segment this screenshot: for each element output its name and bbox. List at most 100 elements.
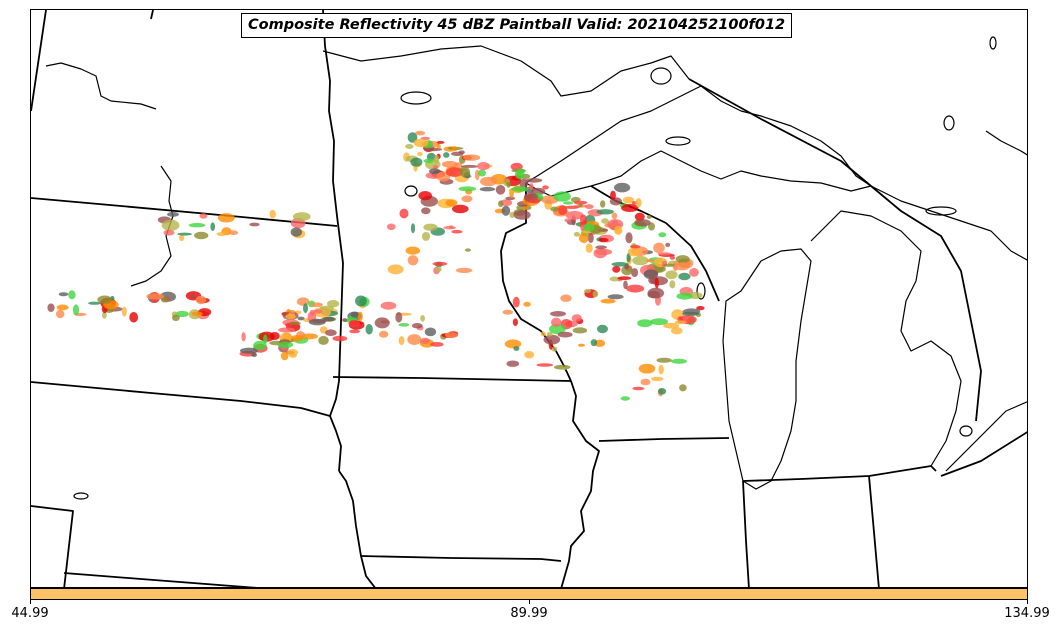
paintball-blob bbox=[452, 204, 469, 214]
paintball-blob bbox=[380, 301, 397, 310]
paintball-blob bbox=[557, 331, 573, 338]
paintball-blob bbox=[679, 384, 687, 392]
paintball-blob bbox=[179, 234, 185, 242]
paintball-blob bbox=[495, 185, 506, 195]
paintball-blob bbox=[121, 306, 127, 317]
paintball-blob bbox=[407, 132, 418, 143]
paintball-blob bbox=[365, 324, 373, 335]
paintball-blob bbox=[611, 212, 618, 220]
paintball-blob bbox=[480, 176, 497, 187]
paintball-blob bbox=[640, 378, 651, 386]
ia-west-border bbox=[338, 470, 376, 587]
paintball-blob bbox=[58, 292, 69, 297]
colorbar-tick-right bbox=[1027, 600, 1028, 604]
paintball-blob bbox=[509, 211, 515, 218]
lower-michigan-shore bbox=[810, 210, 962, 467]
paintball-blob bbox=[97, 295, 113, 304]
mn-canada-border bbox=[322, 45, 690, 97]
paintball-blob bbox=[405, 144, 414, 149]
paintball-blob bbox=[434, 155, 440, 164]
paintball-blob bbox=[477, 162, 490, 171]
paintball-blob bbox=[458, 150, 465, 154]
paintball-blob bbox=[540, 331, 546, 337]
paintball-blob bbox=[308, 318, 326, 326]
paintball-blob bbox=[543, 334, 561, 345]
paintball-blob bbox=[410, 157, 423, 167]
paintball-blob bbox=[519, 178, 529, 188]
paintball-blob bbox=[194, 231, 209, 240]
paintball-blob bbox=[455, 267, 473, 273]
paintball-blob bbox=[374, 317, 390, 329]
paintball-blob bbox=[432, 165, 439, 169]
paintball-blob bbox=[172, 314, 180, 321]
paintball-blob bbox=[512, 296, 520, 308]
paintball-blob bbox=[277, 341, 294, 348]
paintball-blob bbox=[676, 292, 693, 300]
paintball-blob bbox=[175, 310, 189, 318]
paintball-blob bbox=[399, 208, 409, 219]
paintball-blob bbox=[529, 183, 534, 190]
paintball-blob bbox=[451, 229, 463, 234]
paintball-blob bbox=[513, 210, 531, 220]
georgian-bay bbox=[985, 130, 1027, 156]
lake-michigan-shore bbox=[722, 248, 812, 490]
paintball-blob bbox=[241, 332, 246, 342]
paintball-blob bbox=[610, 190, 616, 200]
paintball-blob bbox=[612, 265, 621, 273]
paintball-blob bbox=[464, 248, 471, 252]
paintball-blob bbox=[288, 321, 301, 325]
state-boundaries bbox=[31, 10, 1027, 587]
paintball-blob bbox=[293, 212, 311, 222]
paintball-blob bbox=[584, 204, 594, 210]
paintball-blob bbox=[510, 162, 523, 171]
paintball-blob bbox=[278, 327, 296, 333]
colorbar-tick-label-mid: 89.99 bbox=[510, 606, 548, 621]
paintball-blob bbox=[607, 294, 624, 300]
paintball-blob bbox=[646, 215, 652, 219]
paintball-blob bbox=[161, 219, 180, 231]
paintball-blob bbox=[297, 316, 305, 321]
paintball-blob bbox=[322, 316, 335, 322]
paintball-blob bbox=[436, 140, 445, 144]
isle-royale bbox=[665, 136, 691, 146]
paintball-blob bbox=[443, 226, 456, 230]
paintball-blob bbox=[577, 343, 585, 347]
map-panel bbox=[30, 9, 1028, 588]
paintball-blob bbox=[513, 346, 520, 351]
missouri-river-sd bbox=[130, 165, 174, 287]
paintball-blob bbox=[673, 262, 691, 271]
paintball-blob bbox=[410, 223, 416, 234]
lake-superior-shore bbox=[525, 85, 872, 197]
paintball-blob bbox=[596, 209, 614, 215]
paintball-blob bbox=[597, 324, 608, 334]
paintball-blob bbox=[658, 364, 664, 375]
paintball-blob bbox=[407, 334, 422, 345]
paintball-blob bbox=[629, 244, 641, 249]
paintball-blob bbox=[445, 199, 458, 207]
paintball-blob bbox=[430, 342, 444, 347]
red-lake bbox=[400, 91, 432, 105]
paintball-blob bbox=[564, 218, 571, 223]
paintball-blob bbox=[461, 195, 473, 203]
paintball-blob bbox=[441, 160, 458, 168]
paintball-blob bbox=[560, 294, 572, 302]
paintball-blob bbox=[635, 198, 642, 208]
coastlines bbox=[45, 36, 1027, 500]
paintball-blob bbox=[573, 231, 581, 237]
paintball-blob bbox=[216, 232, 227, 236]
missouri-river bbox=[45, 62, 157, 110]
paintball-blob bbox=[504, 339, 522, 349]
paintball-blob bbox=[638, 363, 656, 374]
paintball-blob bbox=[525, 178, 543, 183]
paintball-blob bbox=[512, 318, 518, 327]
wy-border bbox=[31, 505, 74, 587]
paintball-blob bbox=[614, 225, 623, 235]
paintball-blob bbox=[542, 185, 549, 190]
paintball-blob bbox=[420, 315, 425, 322]
paintball-blob bbox=[415, 130, 426, 136]
paintball-blob bbox=[637, 319, 653, 328]
ia-mo-border bbox=[360, 555, 562, 562]
paintball-blob bbox=[571, 314, 582, 322]
paintball-blob bbox=[161, 297, 170, 303]
paintball-blob bbox=[462, 154, 481, 161]
